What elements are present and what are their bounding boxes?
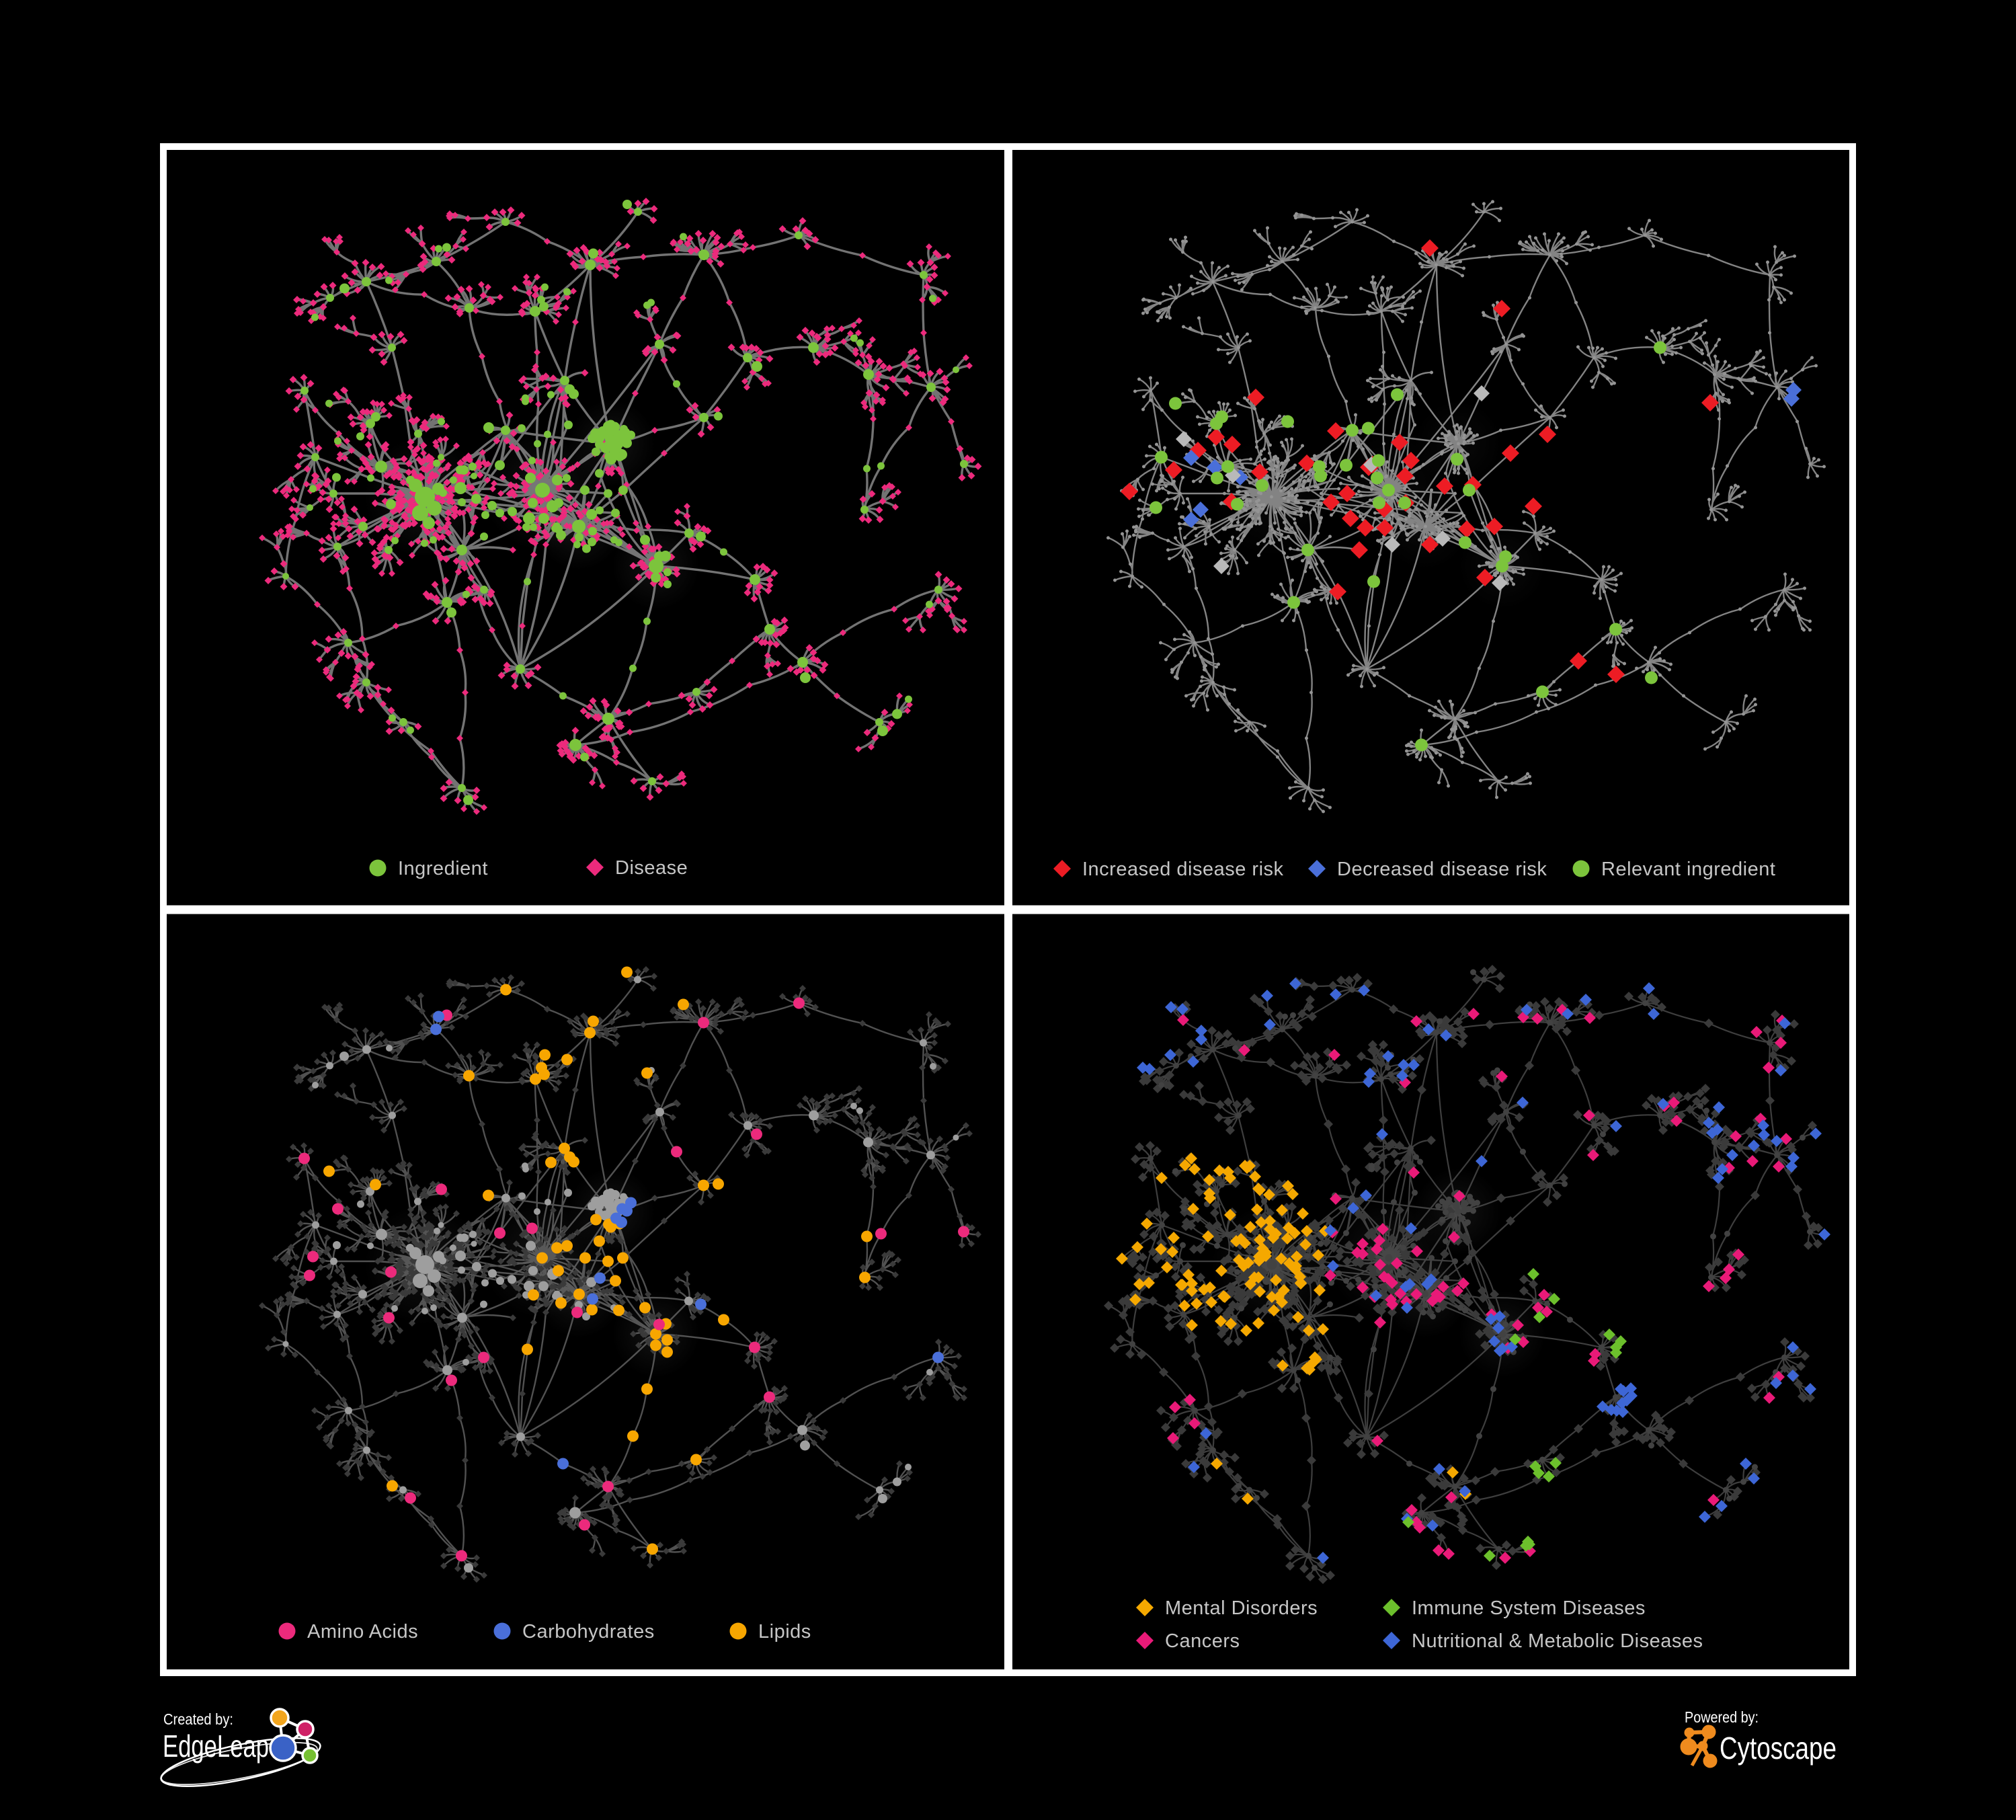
svg-text:Powered by:: Powered by: <box>1685 1708 1759 1726</box>
svg-text:Increased disease risk: Increased disease risk <box>1082 859 1284 880</box>
svg-text:Immune System Diseases: Immune System Diseases <box>1412 1597 1646 1619</box>
svg-text:Amino Acids: Amino Acids <box>307 1621 418 1643</box>
svg-text:Cancers: Cancers <box>1165 1630 1240 1652</box>
svg-text:Carbohydrates: Carbohydrates <box>522 1621 655 1643</box>
svg-text:Nutritional & Metabolic Diseas: Nutritional & Metabolic Diseases <box>1412 1630 1703 1652</box>
svg-text:Mental Disorders: Mental Disorders <box>1165 1597 1318 1619</box>
svg-text:EdgeLeap: EdgeLeap <box>163 1729 269 1764</box>
svg-text:Disease: Disease <box>615 857 688 879</box>
svg-text:Ingredient: Ingredient <box>398 858 488 879</box>
svg-text:Decreased disease risk: Decreased disease risk <box>1337 859 1547 880</box>
svg-text:Cytoscape: Cytoscape <box>1720 1731 1837 1766</box>
svg-text:Relevant ingredient: Relevant ingredient <box>1601 859 1775 880</box>
svg-text:Created by:: Created by: <box>163 1710 233 1728</box>
svg-text:Lipids: Lipids <box>758 1621 811 1643</box>
